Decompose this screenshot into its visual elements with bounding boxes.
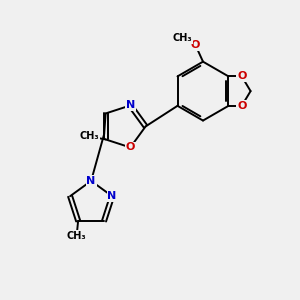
Text: O: O: [237, 101, 246, 111]
Text: CH₃: CH₃: [67, 231, 86, 241]
Text: CH₃: CH₃: [80, 131, 99, 142]
Text: O: O: [191, 40, 200, 50]
Text: O: O: [126, 142, 135, 152]
Text: N: N: [126, 100, 135, 110]
Text: N: N: [107, 191, 117, 201]
Text: O: O: [237, 71, 246, 81]
Text: N: N: [86, 176, 96, 186]
Text: CH₃: CH₃: [172, 33, 192, 43]
